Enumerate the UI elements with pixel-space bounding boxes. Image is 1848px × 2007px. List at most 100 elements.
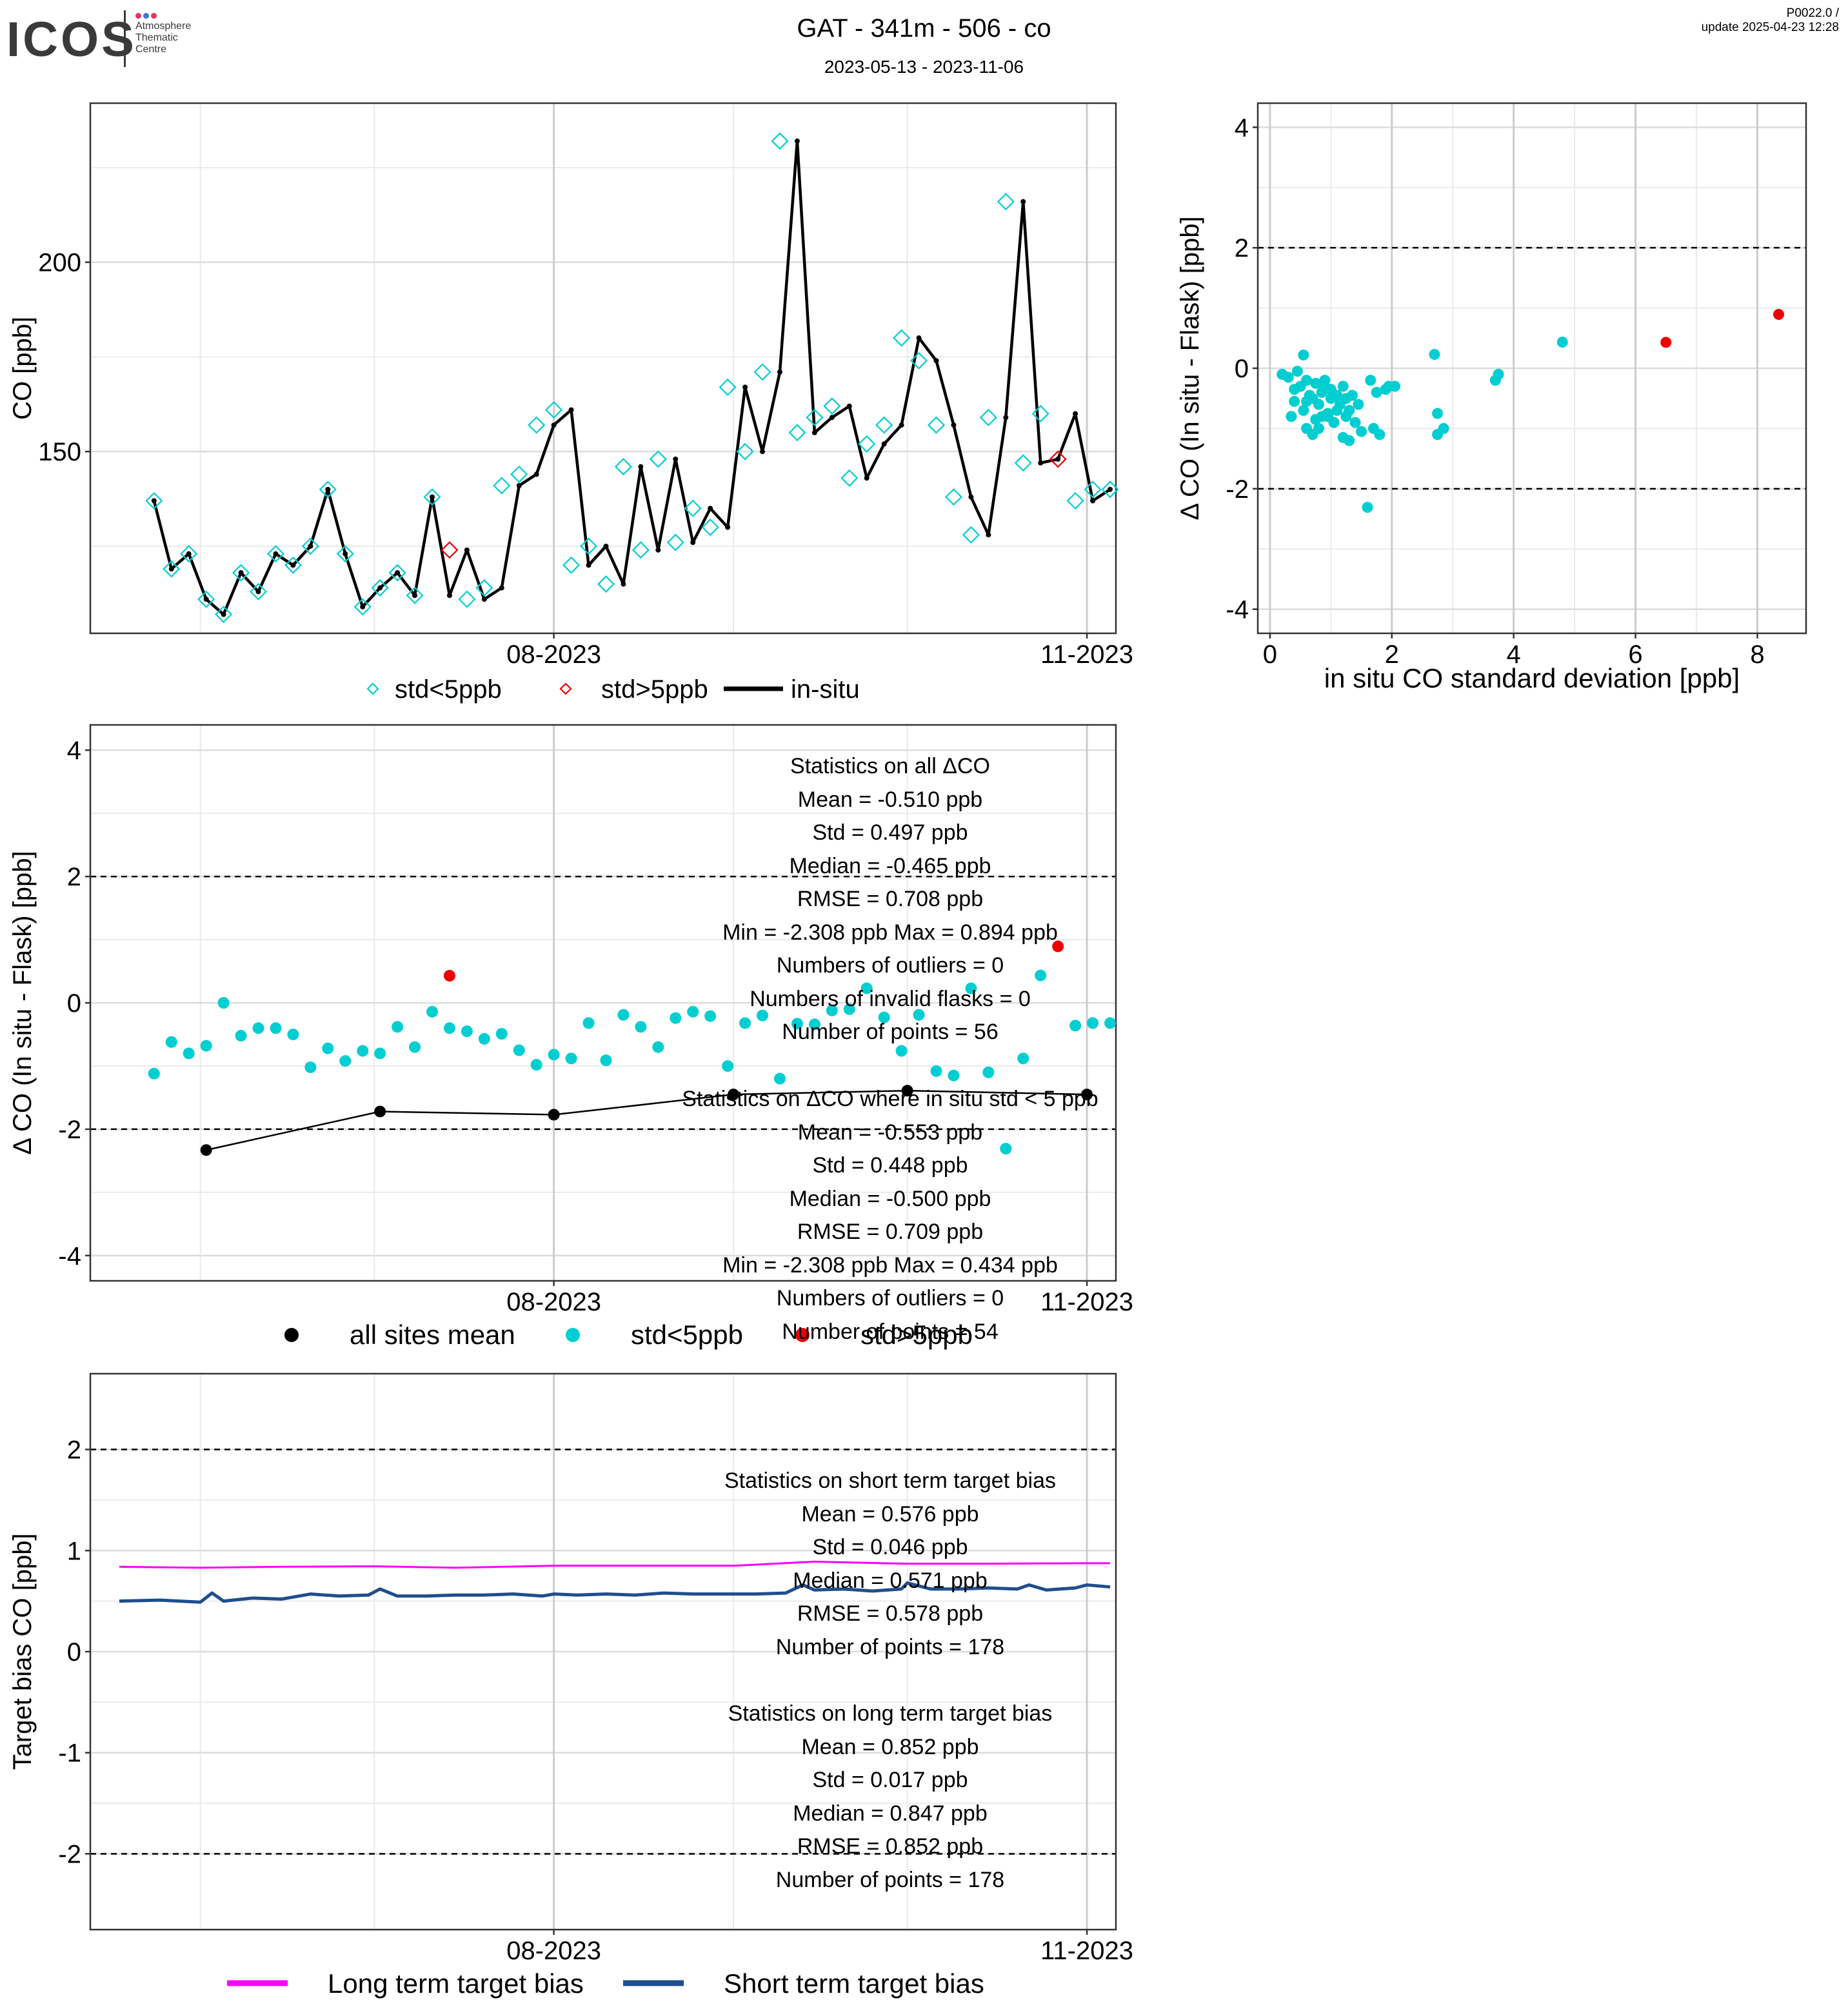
scatter-point-cyan (1438, 422, 1449, 434)
in-situ-point (690, 540, 696, 546)
target_bias-axes (85, 1372, 1117, 1935)
stats-line: Numbers of outliers = 0 (776, 1286, 1004, 1310)
delta_vs_std-axes (1253, 102, 1807, 638)
delta-point-cyan (1104, 1017, 1117, 1029)
stats-line: RMSE = 0.708 ppb (797, 887, 984, 911)
delta-point-cyan (235, 1029, 247, 1042)
stats-lt5-title: Statistics on ΔCO where in situ std < 5 … (682, 1087, 1098, 1111)
y-tick-label: -4 (1226, 596, 1249, 624)
delta-point-cyan (409, 1041, 421, 1053)
co_timeseries-axes (85, 102, 1117, 638)
stats-line: Number of points = 54 (782, 1319, 999, 1344)
flask-diamond-std-lt5 (666, 533, 684, 551)
flask-diamond-std-lt5 (979, 408, 997, 426)
stats-line: Numbers of outliers = 0 (776, 953, 1004, 978)
flask-diamond-std-lt5 (371, 578, 389, 597)
all-sites-mean-point (901, 1085, 913, 1097)
flask-diamond-std-lt5 (823, 397, 841, 415)
y-tick-label: 0 (1235, 355, 1249, 383)
x-tick-label: 4 (1507, 640, 1521, 669)
flask-diamond-std-lt5 (1066, 491, 1084, 510)
in-situ-point (325, 486, 331, 492)
flask-diamond-std-lt5 (736, 442, 754, 460)
scatter-point-cyan (1301, 395, 1313, 407)
all-sites-mean-point (1081, 1089, 1093, 1101)
delta-point-cyan (461, 1025, 473, 1038)
stats-line: Numbers of invalid flasks = 0 (750, 986, 1031, 1011)
scatter-point-cyan (1493, 368, 1504, 380)
delta-point-cyan (200, 1040, 212, 1052)
delta-point-cyan (791, 1018, 803, 1030)
in-situ-point (1020, 199, 1026, 204)
y-axis-label: CO [ppb] (8, 317, 37, 420)
date-range-subtitle: 2023-05-13 - 2023-11-06 (824, 57, 1024, 77)
legend-label: Long term target bias (328, 1968, 584, 1999)
flask-diamond-std-lt5 (701, 519, 719, 537)
in-situ-point (533, 471, 539, 477)
flask-diamond-std-lt5 (910, 351, 928, 370)
x-tick-label: 11-2023 (1040, 1288, 1133, 1316)
flask-diamond-std-lt5 (631, 541, 650, 559)
delta-point-cyan (878, 1011, 890, 1023)
in-situ-point (551, 422, 557, 428)
flask-diamond-std-lt5 (927, 416, 946, 434)
in-situ-point (430, 494, 435, 500)
flask-diamond-std-lt5 (249, 582, 268, 600)
in-situ-point (464, 547, 470, 553)
in-situ-point (290, 562, 296, 568)
scatter-point-red (1660, 337, 1672, 348)
flask-diamond-std-lt5 (458, 590, 476, 608)
legend-dot-red (795, 1328, 810, 1342)
legend-label: std>5ppb (601, 675, 708, 704)
flask-diamond-std-lt5 (145, 491, 163, 510)
scatter-point-cyan (1282, 371, 1294, 383)
flask-diamond-std-lt5 (336, 545, 354, 563)
flask-diamond-std-lt5 (597, 575, 615, 593)
x-tick-label: 11-2023 (1040, 640, 1133, 669)
in-situ-point (777, 369, 782, 375)
delta-point-cyan (426, 1005, 438, 1018)
legend-label: std>5ppb (860, 1320, 973, 1350)
y-axis-label: Δ CO (In situ - Flask) [ppb] (1176, 216, 1204, 520)
delta-point-cyan (722, 1060, 734, 1072)
in-situ-point (1108, 486, 1113, 492)
y-tick-label: 0 (67, 989, 81, 1018)
delta-point-cyan (757, 1009, 769, 1022)
y-tick-label: 2 (1235, 234, 1249, 262)
flask-diamond-std-lt5 (493, 477, 511, 495)
in-situ-point (343, 551, 348, 557)
in-situ-point (881, 441, 887, 447)
stats-line: Median = 0.571 ppb (793, 1568, 988, 1593)
delta-point-cyan (548, 1049, 560, 1061)
in-situ-point (221, 611, 226, 617)
flask-diamond-std-lt5 (1084, 480, 1102, 499)
scatter-point-cyan (1291, 366, 1303, 377)
delta-point-cyan (808, 1018, 820, 1031)
stats-line: Min = -2.308 ppb Max = 0.434 ppb (722, 1252, 1058, 1278)
update-label: update 2025-04-23 12:28 (1701, 21, 1839, 34)
flask-diamond-std-lt5 (719, 378, 737, 396)
in-situ-point (968, 494, 974, 500)
y-axis-label: Δ CO (In situ - Flask) [ppb] (8, 851, 37, 1154)
delta-point-cyan (1000, 1143, 1012, 1155)
flask-diamond-std-lt5 (1014, 454, 1032, 472)
in-situ-point (238, 570, 244, 576)
stats-line: Median = -0.500 ppb (789, 1186, 991, 1211)
delta-point-cyan (652, 1041, 664, 1053)
flask-diamond-std-lt5 (649, 450, 667, 468)
delta-point-red (443, 969, 455, 982)
in-situ-point (1090, 498, 1096, 504)
in-situ-point (951, 422, 957, 428)
delta-point-cyan (1087, 1017, 1099, 1029)
delta-point-cyan (617, 1009, 630, 1021)
in-situ-point (829, 415, 835, 420)
scatter-point-cyan (1289, 384, 1300, 395)
stats-line: Std = 0.046 ppb (812, 1535, 968, 1559)
legend-dot-black (284, 1328, 299, 1342)
in-situ-point (725, 524, 731, 530)
logo-subtitle: Atmosphere Thematic Centre (135, 21, 226, 55)
in-situ-point (516, 483, 522, 489)
flask-diamond-std-lt5 (858, 435, 876, 453)
flask-diamond-std-lt5 (475, 578, 493, 597)
delta-point-cyan (670, 1012, 682, 1024)
